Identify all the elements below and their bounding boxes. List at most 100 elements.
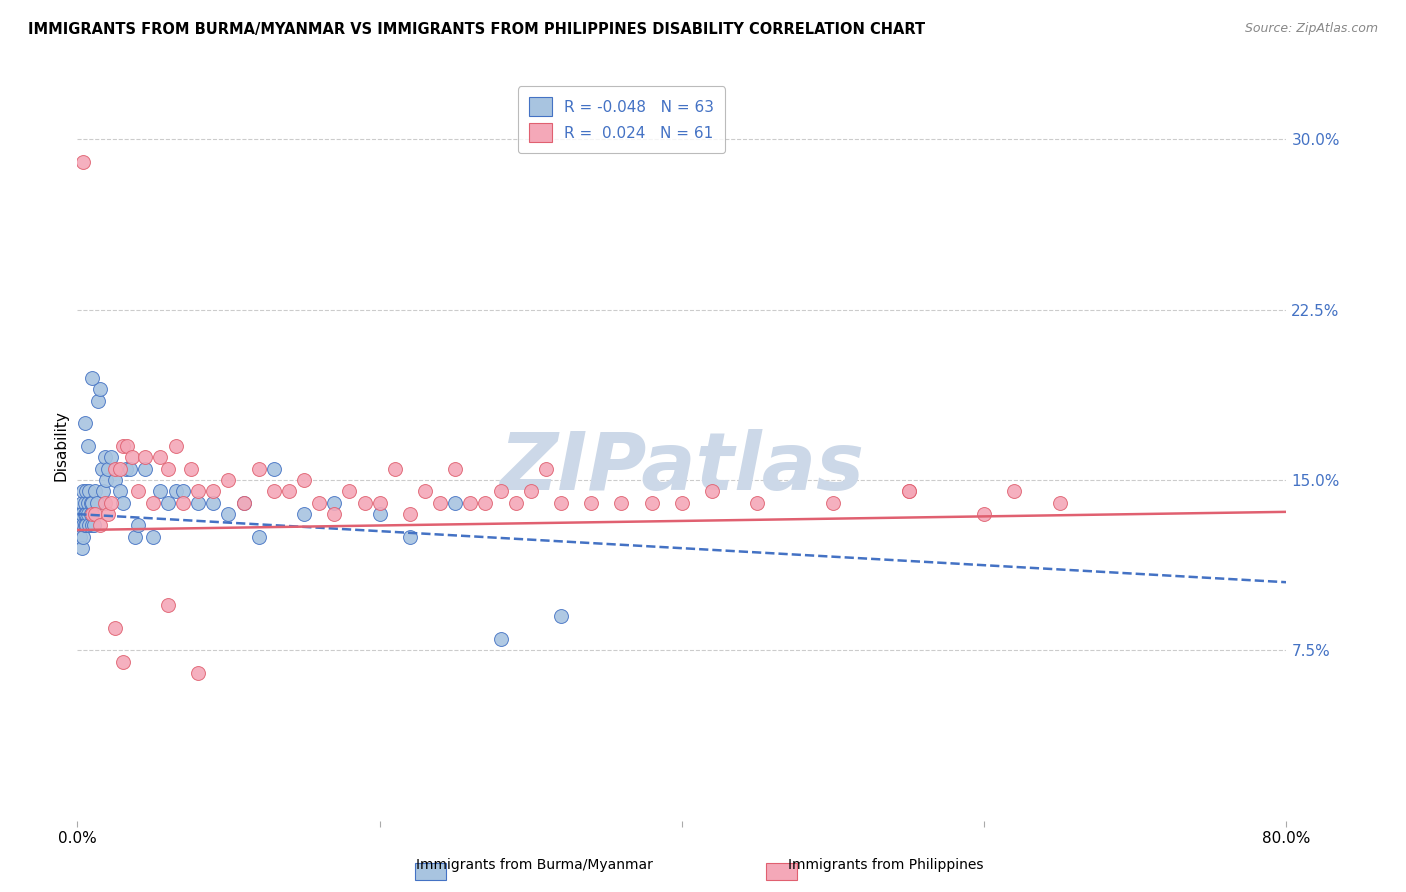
Point [73, 417, 96, 431]
Point [121, 450, 143, 465]
Point [77, 439, 100, 453]
Point [77, 496, 100, 510]
Point [520, 484, 543, 499]
Point [73, 518, 96, 533]
Point [75, 518, 97, 533]
Point [263, 461, 285, 475]
Point [80, 507, 103, 521]
Point [550, 609, 572, 624]
Point [165, 484, 187, 499]
Point [70, 507, 93, 521]
Text: Immigrants from Philippines: Immigrants from Philippines [787, 858, 984, 872]
Point [323, 507, 346, 521]
Point [100, 450, 122, 465]
Point [67, 507, 90, 521]
Point [413, 484, 436, 499]
Point [353, 496, 375, 510]
Point [108, 484, 131, 499]
Point [84, 507, 107, 521]
Point [157, 496, 180, 510]
Point [72, 518, 94, 533]
Point [89, 518, 111, 533]
Point [120, 461, 142, 475]
Point [93, 450, 115, 465]
Point [232, 496, 254, 510]
Point [100, 496, 122, 510]
Point [187, 496, 209, 510]
Point [641, 496, 664, 510]
Point [202, 484, 225, 499]
Point [534, 461, 557, 475]
Point [86, 496, 108, 510]
Point [384, 461, 406, 475]
Text: ZIPatlas: ZIPatlas [499, 429, 865, 508]
Point [157, 598, 180, 612]
Point [91, 484, 114, 499]
Point [172, 496, 194, 510]
Point [127, 518, 149, 533]
Point [263, 484, 285, 499]
Point [70, 541, 93, 556]
Point [399, 530, 422, 544]
Point [142, 496, 165, 510]
Point [823, 496, 845, 510]
Point [87, 393, 110, 408]
Point [82, 371, 104, 385]
Point [157, 461, 180, 475]
Point [429, 496, 451, 510]
Point [232, 496, 254, 510]
Point [73, 496, 96, 510]
Point [897, 484, 920, 499]
Point [114, 461, 136, 475]
Text: IMMIGRANTS FROM BURMA/MYANMAR VS IMMIGRANTS FROM PHILIPPINES DISABILITY CORRELAT: IMMIGRANTS FROM BURMA/MYANMAR VS IMMIGRA… [28, 22, 925, 37]
Point [84, 484, 107, 499]
Point [69, 530, 91, 544]
Point [247, 461, 270, 475]
Point [165, 439, 187, 453]
Point [550, 496, 572, 510]
Point [292, 473, 315, 487]
Point [702, 484, 724, 499]
Point [187, 484, 209, 499]
Point [671, 496, 693, 510]
Point [610, 496, 633, 510]
Point [111, 655, 134, 669]
Point [399, 507, 422, 521]
Point [72, 484, 94, 499]
Point [75, 507, 97, 521]
Point [69, 518, 91, 533]
Point [187, 666, 209, 681]
Point [80, 496, 103, 510]
Point [460, 496, 482, 510]
Point [93, 496, 115, 510]
Point [247, 530, 270, 544]
Point [111, 496, 134, 510]
Point [104, 621, 127, 635]
Point [72, 155, 94, 169]
Point [73, 507, 96, 521]
Point [82, 507, 104, 521]
Point [308, 496, 330, 510]
Point [489, 484, 512, 499]
Point [202, 496, 225, 510]
Point [218, 507, 240, 521]
Point [104, 473, 127, 487]
Point [489, 632, 512, 646]
Point [142, 530, 165, 544]
Point [124, 530, 146, 544]
Point [72, 530, 94, 544]
Point [77, 507, 100, 521]
Text: Immigrants from Burma/Myanmar: Immigrants from Burma/Myanmar [416, 858, 652, 872]
Point [1049, 496, 1071, 510]
Point [292, 507, 315, 521]
Point [89, 382, 111, 396]
Point [79, 518, 101, 533]
Point [149, 450, 172, 465]
Point [444, 496, 467, 510]
Point [1004, 484, 1026, 499]
Text: Source: ZipAtlas.com: Source: ZipAtlas.com [1244, 22, 1378, 36]
Point [96, 507, 118, 521]
Point [94, 473, 117, 487]
Point [474, 496, 496, 510]
Point [368, 507, 391, 521]
